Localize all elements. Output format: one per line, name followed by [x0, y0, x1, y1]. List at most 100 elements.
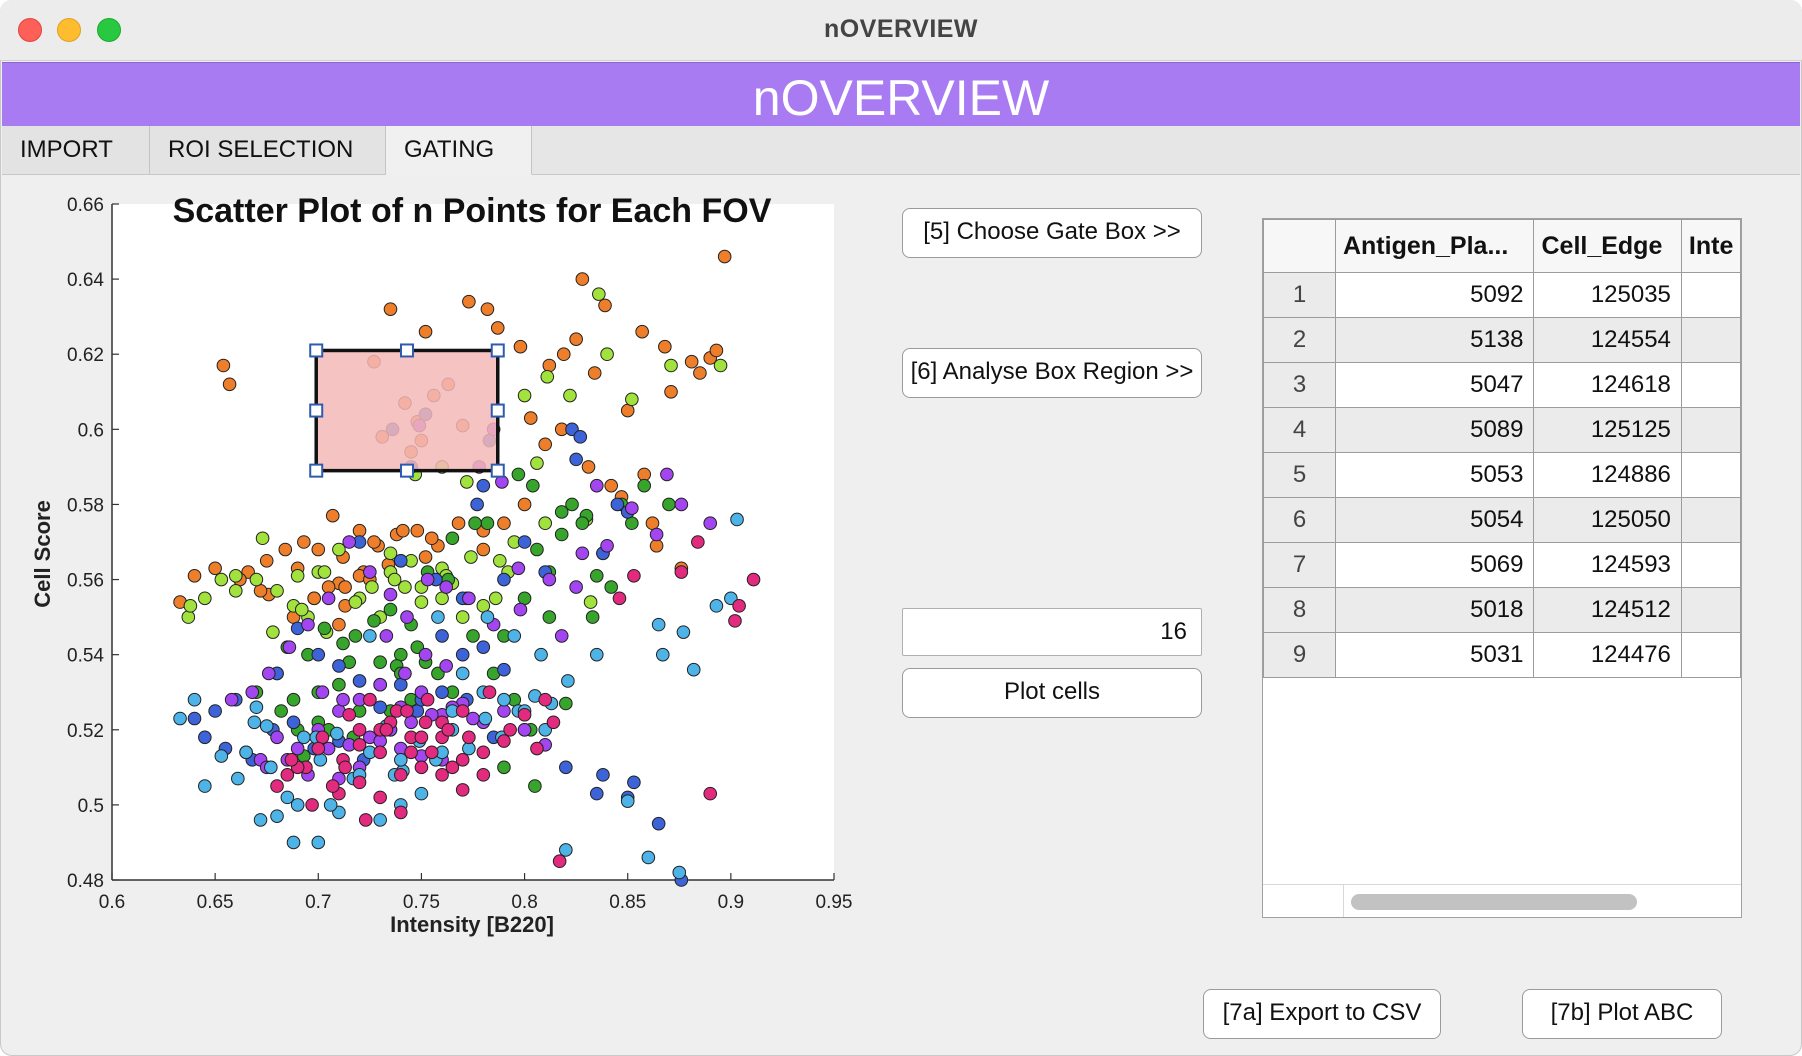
scatter-point — [676, 625, 691, 639]
gate-box-resize-handle[interactable] — [490, 403, 505, 418]
scatter-point — [431, 610, 445, 624]
scatter-point — [589, 786, 604, 801]
cell-edge-value[interactable]: 124512 — [1533, 587, 1682, 633]
horizontal-scrollbar-thumb[interactable] — [1351, 894, 1637, 910]
table-row[interactable]: 8 5018 124512 — [1263, 587, 1741, 633]
scatter-point — [305, 798, 319, 812]
cell-edge-value[interactable]: 124554 — [1533, 317, 1682, 363]
gate-box[interactable] — [314, 348, 500, 473]
plot-cells-button[interactable]: Plot cells — [902, 668, 1202, 718]
column-header-antigen[interactable]: Antigen_Pla... — [1334, 219, 1535, 273]
cell-inte-value[interactable] — [1680, 407, 1741, 453]
scatter-point — [637, 478, 652, 493]
cell-antigen[interactable]: 5053 — [1334, 452, 1535, 498]
zoom-window-button[interactable] — [97, 18, 121, 42]
gate-box-resize-handle[interactable] — [399, 463, 414, 478]
y-tick-label: 0.66 — [67, 195, 104, 216]
table-row[interactable]: 7 5069 124593 — [1263, 542, 1741, 588]
cell-antigen[interactable]: 5047 — [1334, 362, 1535, 408]
cell-inte-value[interactable] — [1680, 632, 1741, 678]
scatter-point — [383, 546, 398, 561]
cell-inte-value[interactable] — [1680, 362, 1741, 408]
scatter-point — [315, 685, 330, 700]
scatter-point — [352, 523, 367, 538]
close-window-button[interactable] — [18, 18, 42, 42]
cell-edge-value[interactable]: 124593 — [1533, 542, 1682, 588]
scatter-point — [476, 478, 491, 493]
scatter-point — [672, 865, 687, 880]
scatter-point — [418, 647, 433, 662]
scatter-point — [313, 753, 328, 767]
scatter-point — [365, 580, 379, 594]
table-corner-header — [1263, 219, 1336, 273]
column-header-inte[interactable]: Inte — [1680, 219, 1741, 273]
scatter-point — [561, 674, 575, 688]
table-row[interactable]: 9 5031 124476 — [1263, 632, 1741, 678]
cell-edge-value[interactable]: 124618 — [1533, 362, 1682, 408]
cell-edge-value[interactable]: 125035 — [1533, 272, 1682, 318]
cell-inte-value[interactable] — [1680, 587, 1741, 633]
scatter-point — [253, 813, 268, 827]
scatter-point — [497, 692, 511, 707]
scatter-point — [373, 745, 387, 760]
minimize-window-button[interactable] — [57, 18, 81, 42]
export-csv-button[interactable]: [7a] Export to CSV — [1203, 989, 1441, 1039]
scatter-point — [559, 843, 573, 857]
tab-import[interactable]: IMPORT — [2, 126, 150, 174]
scatter-point — [253, 584, 268, 598]
horizontal-scrollbar[interactable] — [1263, 884, 1741, 917]
analyse-box-region-button[interactable]: [6] Analyse Box Region >> — [902, 348, 1202, 398]
scatter-point — [497, 572, 511, 587]
scatter-point — [342, 707, 357, 722]
scatter-point — [398, 580, 412, 594]
n-points-input[interactable]: 16 — [902, 608, 1202, 656]
cell-antigen[interactable]: 5054 — [1334, 497, 1535, 543]
cell-inte-value[interactable] — [1680, 452, 1741, 498]
cell-antigen[interactable]: 5138 — [1334, 317, 1535, 363]
cell-antigen[interactable]: 5092 — [1334, 272, 1535, 318]
scatter-point — [691, 535, 705, 549]
scatter-point — [517, 388, 532, 403]
plot-abc-button[interactable]: [7b] Plot ABC — [1522, 989, 1722, 1039]
gate-box-resize-handle[interactable] — [399, 343, 414, 358]
cell-edge-value[interactable]: 124886 — [1533, 452, 1682, 498]
y-tick-label: 0.58 — [67, 495, 104, 516]
gate-box-resize-handle[interactable] — [309, 343, 324, 358]
choose-gate-box-button[interactable]: [5] Choose Gate Box >> — [902, 208, 1202, 258]
table-row[interactable]: 1 5092 125035 — [1263, 272, 1741, 318]
scatter-point — [274, 704, 288, 718]
table-row[interactable]: 5 5053 124886 — [1263, 452, 1741, 498]
gate-box-resize-handle[interactable] — [309, 463, 324, 478]
cell-inte-value[interactable] — [1680, 497, 1741, 543]
cell-inte-value[interactable] — [1680, 272, 1741, 318]
scatter-point — [332, 617, 346, 632]
gate-box-resize-handle[interactable] — [490, 343, 505, 358]
scatter-point — [493, 553, 507, 568]
table-row[interactable]: 4 5089 125125 — [1263, 407, 1741, 453]
cell-edge-value[interactable]: 124476 — [1533, 632, 1682, 678]
cell-inte-value[interactable] — [1680, 317, 1741, 363]
tab-gating[interactable]: GATING — [386, 126, 532, 175]
results-table[interactable]: Antigen_Pla... Cell_Edge Inte 1 5092 12503… — [1262, 218, 1742, 918]
cell-antigen[interactable]: 5031 — [1334, 632, 1535, 678]
column-header-cell-edge[interactable]: Cell_Edge — [1533, 219, 1682, 273]
table-row[interactable]: 2 5138 124554 — [1263, 317, 1741, 363]
tab-roi-selection[interactable]: ROI SELECTION — [150, 126, 386, 174]
scatter-point — [546, 715, 561, 730]
scatter-point — [352, 775, 367, 790]
table-row[interactable]: 6 5054 125050 — [1263, 497, 1741, 543]
cell-inte-value[interactable] — [1680, 542, 1741, 588]
scatter-point — [338, 580, 352, 594]
scatter-point — [270, 584, 284, 598]
cell-antigen[interactable]: 5069 — [1334, 542, 1535, 588]
cell-antigen[interactable]: 5089 — [1334, 407, 1535, 453]
x-axis-label: Intensity [B220] — [390, 912, 554, 937]
scatter-point — [538, 437, 553, 452]
cell-edge-value[interactable]: 125125 — [1533, 407, 1682, 453]
table-row[interactable]: 3 5047 124618 — [1263, 362, 1741, 408]
gate-box-resize-handle[interactable] — [309, 403, 324, 418]
cell-antigen[interactable]: 5018 — [1334, 587, 1535, 633]
cell-edge-value[interactable]: 125050 — [1533, 497, 1682, 543]
gate-box-resize-handle[interactable] — [490, 463, 505, 478]
scatter-point — [482, 685, 497, 700]
